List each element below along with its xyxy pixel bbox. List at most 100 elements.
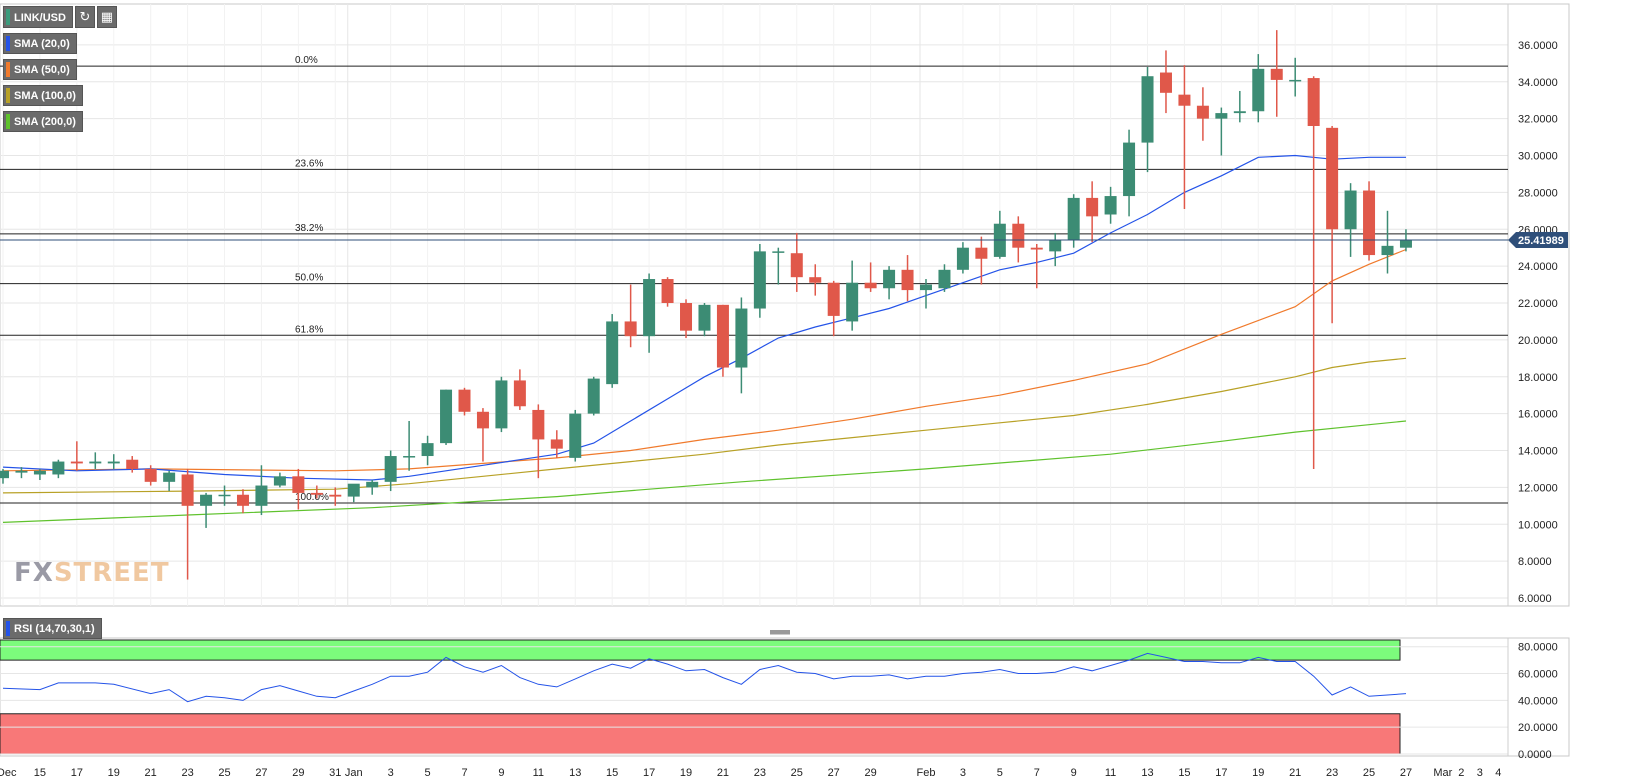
bullish-candle — [569, 413, 582, 458]
refresh-icon[interactable]: ↻ — [74, 6, 95, 28]
bullish-candle — [1233, 111, 1246, 114]
time-tick-label: 19 — [1252, 767, 1264, 779]
time-tick-label: Dec — [0, 767, 17, 779]
bullish-candle — [698, 304, 711, 331]
time-tick-label: 7 — [461, 767, 467, 779]
bearish-candle — [1159, 72, 1172, 93]
time-tick-label: 25 — [1363, 767, 1375, 779]
fib-level-label: 38.2% — [295, 223, 323, 234]
fib-level-label: 100.0% — [295, 492, 329, 503]
bullish-candle — [956, 247, 969, 270]
sma-swatch — [6, 114, 10, 129]
bearish-candle — [181, 474, 194, 506]
time-tick-label: 23 — [754, 767, 766, 779]
time-tick-label: 19 — [680, 767, 692, 779]
time-tick-label: 17 — [643, 767, 655, 779]
bearish-candle — [1086, 197, 1099, 217]
time-tick-label: 21 — [145, 767, 157, 779]
bearish-candle — [310, 492, 323, 495]
price-tick-label: 28.0000 — [1518, 187, 1558, 199]
bearish-candle — [809, 277, 822, 283]
bullish-candle — [347, 483, 360, 497]
candlesticks — [0, 30, 1412, 580]
time-tick-label: 3 — [1477, 767, 1483, 779]
symbol-text: LINK/USD — [14, 12, 66, 24]
time-tick-label: 17 — [71, 767, 83, 779]
price-tick-label: 30.0000 — [1518, 151, 1558, 163]
bullish-candle — [606, 321, 619, 385]
time-tick-label: 15 — [1178, 767, 1190, 779]
price-tick-label: 6.0000 — [1518, 593, 1552, 605]
bullish-candle — [1381, 245, 1394, 256]
price-tick-label: 36.0000 — [1518, 40, 1558, 52]
bearish-candle — [661, 279, 674, 303]
rsi-legend[interactable]: RSI (14,70,30,1) — [3, 618, 102, 639]
rsi-tick-label: 80.0000 — [1518, 642, 1558, 654]
sma-legend-2[interactable]: SMA (50,0) — [3, 59, 77, 80]
time-tick-label: 15 — [34, 767, 46, 779]
bullish-candle — [1067, 197, 1080, 241]
time-tick-label: Mar — [1433, 767, 1452, 779]
rsi-line — [2, 652, 1407, 703]
time-tick-label: 9 — [498, 767, 504, 779]
time-axis[interactable]: Dec 15 17 19 21 23 25 27 29 31 Jan 3 5 7 9 11 13 15 17 19 21… — [0, 767, 1501, 779]
bullish-candle — [735, 308, 748, 368]
current-price-tag — [1508, 231, 1568, 248]
bullish-candle — [421, 443, 434, 457]
fib-level-label: 23.6% — [295, 158, 323, 169]
symbol-toolbar: LINK/USD ↻ ▦ — [3, 6, 117, 28]
time-tick-label: 5 — [997, 767, 1003, 779]
bearish-candle — [716, 304, 729, 368]
bearish-candle — [901, 269, 914, 291]
time-tick-label: Jan — [345, 767, 363, 779]
price-grid — [0, 44, 1508, 599]
time-tick-label: 31 — [329, 767, 341, 779]
bearish-candle — [864, 282, 877, 289]
bearish-candle — [236, 494, 249, 506]
price-tick-label: 8.0000 — [1518, 556, 1552, 568]
rsi-tick-label: 0.0000 — [1518, 749, 1552, 761]
time-tick-label: 21 — [717, 767, 729, 779]
rsi-oversold-zone — [0, 713, 1401, 755]
price-tick-label: 22.0000 — [1518, 298, 1558, 310]
bearish-candle — [1363, 190, 1376, 256]
time-tick-label: 27 — [828, 767, 840, 779]
symbol-label[interactable]: LINK/USD — [3, 6, 73, 28]
price-panel[interactable] — [0, 3, 1570, 607]
current-price-label: 25.41989 — [1518, 235, 1564, 247]
bullish-candle — [1123, 142, 1136, 197]
bullish-candle — [1399, 240, 1412, 248]
bearish-candle — [1270, 68, 1283, 80]
sma-legend-label: SMA (100,0) — [14, 90, 76, 102]
sma-legend-1[interactable]: SMA (20,0) — [3, 33, 77, 54]
calendar-icon[interactable]: ▦ — [96, 6, 117, 28]
bearish-candle — [513, 380, 526, 407]
price-tick-label: 32.0000 — [1518, 114, 1558, 126]
time-tick-label: 19 — [108, 767, 120, 779]
time-tick-label: 4 — [1495, 767, 1501, 779]
bullish-candle — [384, 456, 397, 482]
rsi-swatch — [6, 621, 10, 636]
panel-splitter[interactable] — [770, 630, 790, 635]
sma-legend-label: SMA (50,0) — [14, 64, 70, 76]
bearish-candle — [680, 303, 693, 331]
bullish-candle — [273, 476, 286, 486]
bullish-candle — [52, 461, 65, 475]
bullish-candle — [643, 279, 656, 337]
bearish-candle — [975, 247, 988, 259]
fxstreet-logo: FXSTREET — [14, 558, 170, 588]
time-tick-label: 2 — [1458, 767, 1464, 779]
bullish-candle — [200, 494, 213, 506]
time-tick-label: 3 — [388, 767, 394, 779]
sma100-line — [2, 357, 1407, 494]
rsi-tick-label: 40.0000 — [1518, 695, 1558, 707]
bullish-candle — [1049, 240, 1062, 252]
time-tick-label: 7 — [1034, 767, 1040, 779]
time-tick-label: 23 — [181, 767, 193, 779]
bullish-candle — [33, 470, 46, 475]
sma-legend-4[interactable]: SMA (200,0) — [3, 111, 83, 132]
fib-level-label: 61.8% — [295, 324, 323, 335]
sma-legend-3[interactable]: SMA (100,0) — [3, 85, 83, 106]
sma-swatch — [6, 62, 10, 77]
